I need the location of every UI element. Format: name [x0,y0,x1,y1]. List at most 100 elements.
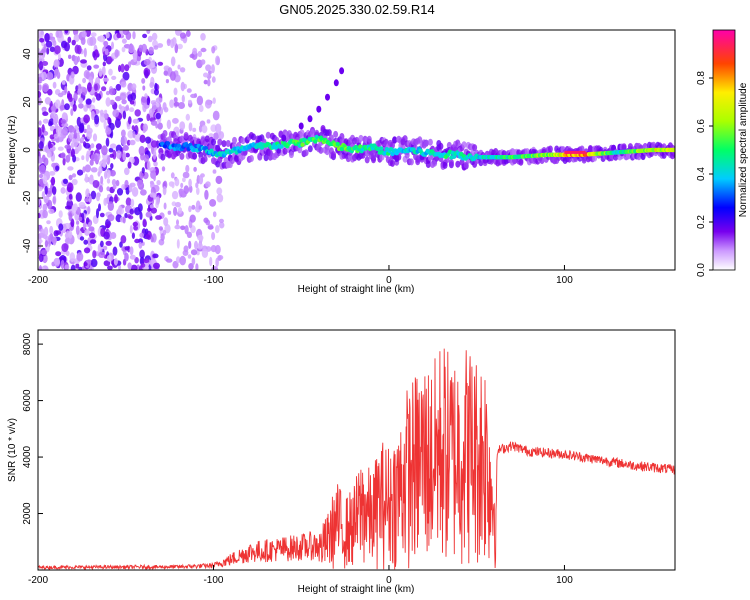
noise-blob [109,169,116,177]
noise-blob [154,88,159,96]
noise-blob [78,216,83,222]
noise-blob [45,40,53,48]
noise-blob [114,118,121,128]
noise-blob [38,127,42,137]
noise-blob [155,196,160,206]
noise-blob [155,97,163,104]
noise-blob [98,35,106,43]
noise-blob [142,33,148,39]
noise-blob [125,152,130,158]
ridge-halo [202,155,208,163]
noise-blob [83,239,88,245]
noise-blob [99,212,105,218]
x-tick-label: -200 [28,575,48,586]
noise-blob [188,122,193,132]
ridge-halo [672,150,675,158]
y-tick-label: 40 [22,48,33,60]
noise-blob [156,102,160,108]
noise-blob [212,211,217,218]
x-tick-label: 100 [556,575,573,586]
noise-blob [139,249,145,259]
noise-blob [112,109,119,118]
noise-blob [166,119,172,130]
ridge-halo [404,151,410,159]
noise-blob [161,166,166,172]
branch-cell [316,105,322,113]
noise-blob [105,127,112,135]
noise-blob [90,143,95,149]
noise-blob [215,175,223,185]
noise-blob [205,181,211,188]
ridge-halo [392,136,398,144]
noise-blob [38,97,42,106]
noise-blob [68,96,73,103]
noise-blob [68,212,73,222]
noise-blob [68,230,73,239]
ridge-halo [427,138,433,146]
noise-blob [86,127,93,135]
noise-blob [143,58,151,66]
ridge-halo [248,155,254,162]
noise-blob [95,143,102,150]
noise-blob [124,64,130,72]
noise-blob [107,214,115,222]
noise-blob [92,51,96,58]
noise-blob [203,217,209,224]
branch-cell [325,93,330,101]
noise-blob [92,250,97,259]
noise-blob [209,256,213,267]
noise-blob [153,262,160,269]
noise-blob [185,164,190,173]
noise-blob [173,101,180,107]
noise-blob [72,103,77,112]
noise-blob [90,167,98,173]
noise-blob [131,83,137,91]
noise-blob [177,43,183,50]
noise-blob [139,256,145,266]
y-tick-label: -40 [22,238,33,253]
noise-blob [198,205,202,210]
colorbar-label: Normalized spectral amplitude [738,82,749,217]
branch-cell [333,79,339,87]
noise-blob [186,88,192,93]
x-tick-label: -200 [28,275,48,286]
colorbar-tick-label: 0.8 [696,71,707,85]
noise-blob [67,36,72,43]
noise-blob [42,209,48,219]
ridge-halo [307,145,313,153]
noise-blob [85,98,92,105]
noise-blob [150,207,157,214]
noise-blob [109,153,114,158]
noise-blob [162,186,167,196]
ridge-halo [547,145,553,153]
noise-blob [163,70,169,76]
ridge-halo [331,151,336,159]
noise-blob [38,213,41,219]
noise-blob [217,255,224,260]
noise-blob [64,237,72,245]
noise-blob [38,90,42,98]
noise-blob [146,113,150,122]
ridge-halo [263,154,269,162]
noise-blob [82,221,86,231]
noise-blob [174,224,181,230]
noise-blob [207,225,214,230]
ridge-halo [183,132,189,139]
noise-blob [134,257,139,264]
noise-blob [58,210,63,218]
noise-blob [118,205,123,214]
noise-blob [103,231,110,240]
ridge-halo [162,130,168,137]
noise-blob [141,96,147,103]
noise-blob [201,125,208,134]
noise-blob [102,61,107,67]
ridge-halo [364,156,370,164]
noise-blob [115,83,122,91]
x-tick-label: 100 [556,275,573,286]
snr-frame [37,329,676,571]
noise-blob [90,32,97,37]
noise-blob [216,193,224,203]
noise-blob [83,47,87,58]
noise-blob [88,195,92,203]
noise-blob [121,46,126,53]
